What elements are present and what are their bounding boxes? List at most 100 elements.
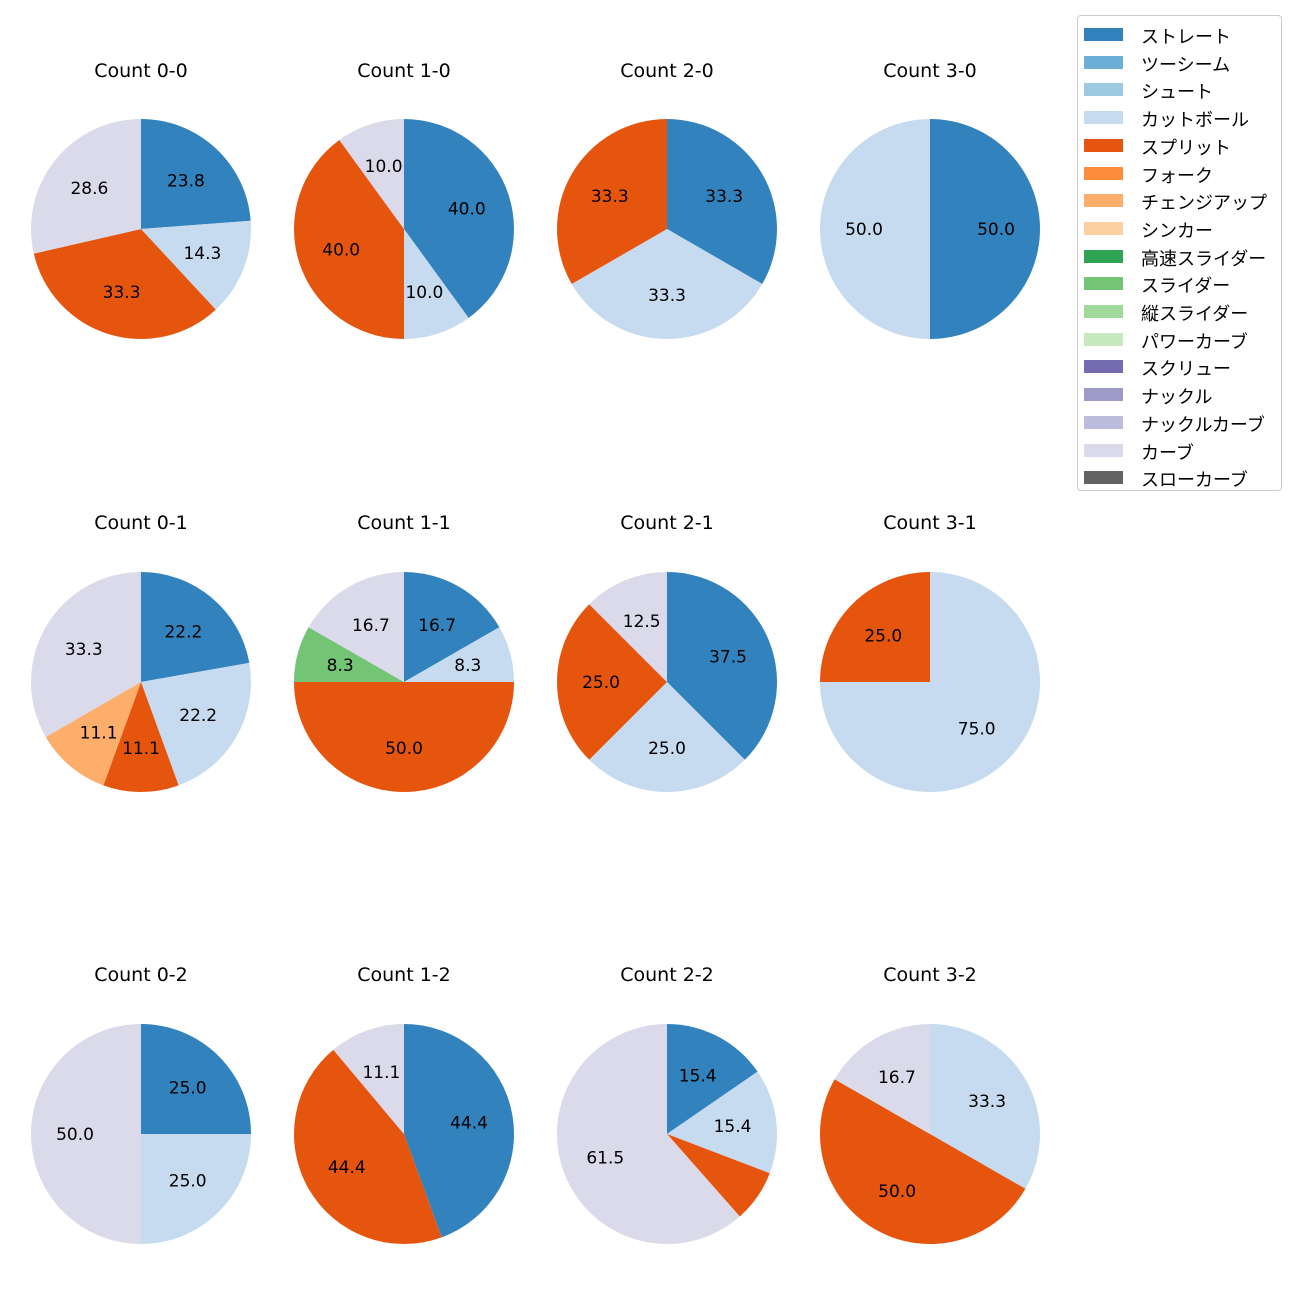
pie-title: Count 1-2 (357, 964, 451, 986)
pie-slice-4 (589, 572, 667, 682)
pie-slice-1 (141, 119, 251, 229)
pie-slice-1 (930, 119, 1040, 339)
legend-item: 高速スライダー (1078, 243, 1281, 271)
pie-slice-label: 50.0 (977, 220, 1015, 240)
pie-count-2-1: Count 2-1 37.5 25.0 25.0 12.5 (557, 512, 777, 792)
pie-title: Count 3-0 (883, 60, 977, 82)
pie-title: Count 3-1 (883, 512, 977, 534)
pie-title: Count 2-0 (620, 60, 714, 82)
pie-slice-label: 61.5 (586, 1148, 624, 1168)
legend-label: 縦スライダー (1141, 304, 1249, 325)
pie-slice-label: 44.4 (328, 1158, 366, 1178)
pie-slice-label: 33.3 (103, 283, 141, 303)
pie-slice-2 (404, 627, 515, 682)
pie-slice-label: 16.7 (418, 616, 456, 636)
pie-count-3-1: Count 3-1 75.0 25.0 (820, 512, 1040, 792)
legend-swatch (1084, 55, 1123, 69)
legend-item: ナックル (1078, 381, 1281, 409)
legend-swatch (1084, 305, 1123, 318)
legend-swatch (1084, 443, 1123, 457)
pie-slice-label: 40.0 (322, 240, 360, 260)
legend-item: スライダー (1078, 270, 1281, 298)
legend-swatch (1084, 471, 1123, 485)
pie-slice-1 (404, 119, 515, 318)
pie-slice-4 (339, 119, 404, 229)
pie-slice-1 (667, 1024, 758, 1134)
legend-swatch (1084, 249, 1123, 263)
legend-swatch (1084, 221, 1123, 235)
pie-title: Count 1-0 (357, 60, 451, 82)
legend-item: ツーシーム (1078, 49, 1281, 77)
pie-title: Count 3-2 (883, 964, 977, 986)
legend-item: スクリュー (1078, 353, 1281, 381)
legend-label: フォーク (1141, 165, 1213, 187)
pie-slice-label: 11.1 (80, 724, 118, 744)
pie-slice-label: 25.0 (169, 1078, 207, 1098)
legend-item: スプリット (1078, 132, 1281, 160)
pie-slice-3 (103, 682, 179, 793)
pie-slice-label: 16.7 (352, 616, 390, 636)
legend-label: パワーカーブ (1141, 331, 1248, 353)
pie-slice-1 (141, 1024, 251, 1134)
legend-swatch (1084, 166, 1123, 180)
legend-item: 縦スライダー (1078, 298, 1281, 326)
pie-slice-label: 11.1 (362, 1063, 400, 1083)
pie-slice-2 (819, 1079, 1026, 1245)
pie-slice-3 (834, 1024, 930, 1134)
pie-slice-3 (557, 119, 667, 284)
legend-label: カーブ (1141, 442, 1194, 464)
legend-label: シュート (1141, 82, 1213, 104)
pie-slice-2 (667, 1071, 778, 1174)
pie-slice-label: 33.3 (968, 1092, 1006, 1112)
pie-title: Count 0-0 (94, 60, 188, 82)
legend-swatch (1084, 28, 1123, 41)
pie-slice-2 (571, 229, 763, 339)
legend-label: スプリット (1141, 137, 1231, 159)
legend-label: ツーシーム (1141, 54, 1231, 76)
pie-slice-1 (667, 572, 777, 760)
pie-slice-4 (294, 627, 404, 682)
pie-slice-label: 10.0 (365, 157, 403, 177)
pie-count-0-0: Count 0-0 23.8 14.3 33.3 28.6 (30, 60, 252, 339)
legend-item: シュート (1078, 76, 1281, 104)
legend-swatch (1084, 138, 1123, 152)
pie-slice-label: 28.6 (70, 179, 108, 199)
legend-item: フォーク (1078, 160, 1281, 188)
pie-slice-2 (404, 229, 469, 339)
pie-slice-1 (667, 119, 777, 284)
legend-swatch (1084, 277, 1123, 291)
pie-count-3-0: Count 3-0 50.0 50.0 (820, 60, 1040, 339)
legend-label: スローカーブ (1141, 470, 1248, 492)
pie-slice-label: 15.4 (679, 1067, 717, 1087)
pie-slice-label: 25.0 (864, 626, 902, 646)
pie-slice-4 (45, 682, 141, 786)
legend-label: カットボール (1141, 110, 1249, 132)
pie-slice-label: 22.2 (164, 622, 202, 642)
pie-slice-label: 50.0 (878, 1182, 916, 1202)
legend-item: パワーカーブ (1078, 326, 1281, 354)
pie-slice-4 (30, 119, 142, 254)
pie-count-0-1: Count 0-1 22.2 22.2 11.111.1 33.3 (31, 512, 252, 793)
pie-count-2-2: Count 2-2 15.4 15.4 61.5 (556, 964, 778, 1245)
pie-slice-label: 33.3 (65, 640, 103, 660)
pie-slice-2 (820, 119, 930, 339)
pie-slice-label: 44.4 (450, 1114, 488, 1134)
pie-slice-label: 11.1 (122, 739, 160, 759)
pie-slice-label: 15.4 (714, 1117, 752, 1137)
legend-swatch (1084, 360, 1123, 374)
pie-slice-label: 33.3 (591, 187, 629, 207)
pie-title: Count 0-1 (94, 512, 188, 534)
pie-slice-label: 40.0 (448, 200, 486, 220)
pie-count-3-2: Count 3-2 33.3 50.0 16.7 (819, 964, 1041, 1245)
legend-item: ストレート (1078, 21, 1281, 49)
pie-slice-1 (404, 572, 500, 682)
legend-swatch (1084, 415, 1123, 429)
pie-title: Count 1-1 (357, 512, 451, 534)
legend-item: スローカーブ (1078, 464, 1281, 492)
legend-label: 高速スライダー (1141, 248, 1267, 270)
pie-slice-3 (293, 140, 404, 339)
pie-slice-label: 50.0 (845, 220, 883, 240)
pie-title: Count 0-2 (94, 964, 188, 986)
pie-title: Count 2-2 (620, 964, 714, 986)
